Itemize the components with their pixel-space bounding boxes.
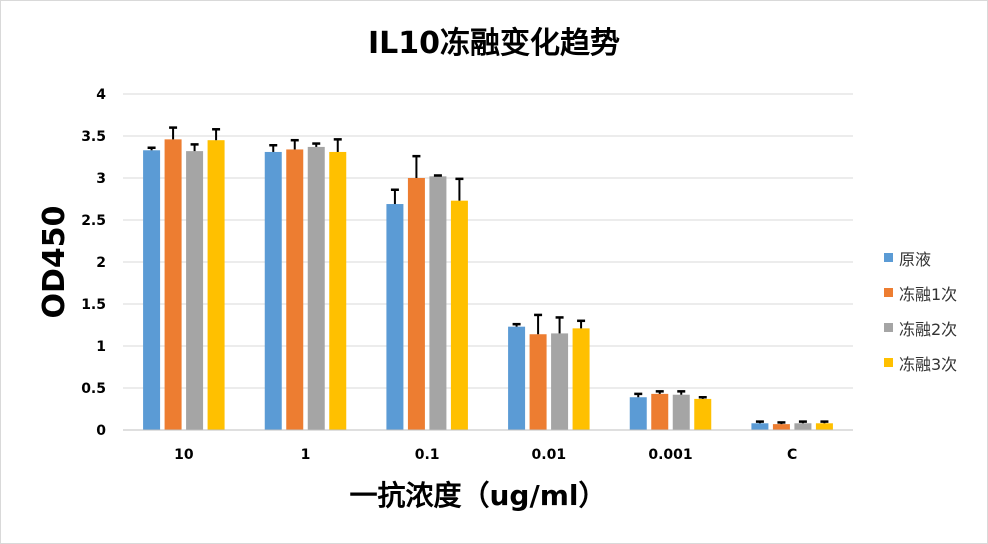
legend-swatch xyxy=(884,288,893,297)
bar xyxy=(672,394,690,430)
y-tick-label: 1 xyxy=(96,339,106,355)
legend-swatch xyxy=(884,323,893,332)
y-tick-label: 1.5 xyxy=(81,297,106,313)
x-tick-label: 1 xyxy=(301,447,311,463)
legend-item: 冻融2次 xyxy=(884,310,957,345)
bar xyxy=(629,397,647,430)
bar xyxy=(751,423,769,430)
legend-item: 冻融1次 xyxy=(884,275,957,310)
legend-label: 原液 xyxy=(899,249,932,269)
legend-label: 冻融2次 xyxy=(899,319,958,339)
x-tick-label: 10 xyxy=(174,447,194,463)
bar xyxy=(329,151,347,430)
bar xyxy=(508,326,526,430)
chart-title: IL10冻融变化趋势 xyxy=(367,26,621,61)
y-tick-label: 4 xyxy=(96,87,106,103)
bar xyxy=(694,398,712,430)
bar xyxy=(651,393,669,430)
y-tick-label: 0.5 xyxy=(81,381,106,397)
legend-item: 原液 xyxy=(884,240,957,275)
bar xyxy=(286,149,304,430)
bar xyxy=(386,204,404,430)
legend-item: 冻融3次 xyxy=(884,345,957,380)
bar xyxy=(551,333,569,430)
y-tick-label: 3 xyxy=(96,171,106,187)
y-tick-label: 3.5 xyxy=(81,129,106,145)
bar xyxy=(794,423,812,430)
bar xyxy=(450,200,468,430)
x-tick-label: C xyxy=(787,447,797,463)
x-tick-label: 0.1 xyxy=(415,447,440,463)
bar xyxy=(529,334,547,430)
x-tick-label: 0.01 xyxy=(532,447,567,463)
bar xyxy=(815,423,833,430)
legend-swatch xyxy=(884,253,893,262)
x-axis-title: 一抗浓度（ug/ml） xyxy=(349,479,607,512)
legend-label: 冻融1次 xyxy=(899,284,958,304)
y-tick-label: 2 xyxy=(96,255,106,271)
bar xyxy=(307,146,325,431)
bar xyxy=(429,176,447,430)
bar xyxy=(264,151,282,430)
bar xyxy=(572,328,590,430)
chart-legend: 原液冻融1次冻融2次冻融3次 xyxy=(884,240,957,380)
bar xyxy=(143,150,161,430)
legend-label: 冻融3次 xyxy=(899,354,958,374)
x-tick-label: 0.001 xyxy=(648,447,692,463)
bar xyxy=(186,151,204,430)
bar xyxy=(207,140,225,430)
bar xyxy=(407,178,425,430)
y-tick-label: 2.5 xyxy=(81,213,106,229)
legend-swatch xyxy=(884,358,893,367)
y-tick-label: 0 xyxy=(96,423,106,439)
bar xyxy=(772,424,790,430)
bar xyxy=(164,139,182,431)
